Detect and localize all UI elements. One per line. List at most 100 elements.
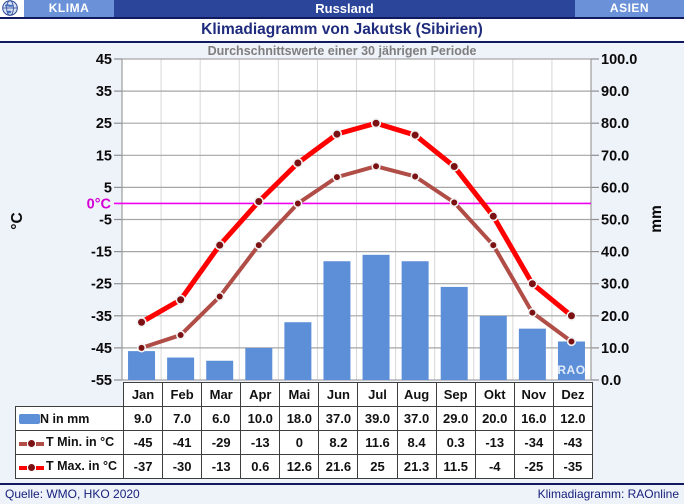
- data-marker: [488, 240, 498, 250]
- value-cell: 7.0: [162, 406, 203, 431]
- data-marker: [136, 343, 147, 353]
- value-cell: 12.6: [279, 454, 320, 479]
- footer-source: Quelle: WMO, HKO 2020: [5, 487, 140, 501]
- right-axis-tick: 40.0: [601, 245, 629, 261]
- value-cell: 9.0: [122, 406, 164, 431]
- nav-tab-klima[interactable]: KLIMA: [24, 0, 114, 17]
- right-axis-tick: 10.0: [601, 341, 629, 357]
- value-cell: 6.0: [201, 406, 242, 431]
- nav-tab-asien[interactable]: ASIEN: [575, 0, 684, 17]
- page-title: Klimadiagramm von Jakutsk (Sibirien): [0, 17, 684, 43]
- country-title-bar: Russland: [114, 0, 575, 17]
- month-header: Mai: [279, 382, 320, 407]
- value-cell: 37.0: [396, 406, 437, 431]
- value-cell: 8.2: [318, 430, 359, 455]
- precip-bar: [557, 341, 585, 380]
- data-marker: [175, 294, 186, 305]
- legend-cell: T Min. in °C: [15, 430, 124, 455]
- month-header: Nov: [513, 382, 554, 407]
- tmin-line: [139, 164, 574, 350]
- bar-swatch-icon: [19, 413, 40, 424]
- chart-subtitle: Durchschnittswerte einer 30 jährigen Per…: [207, 44, 477, 58]
- precip-bar: [167, 357, 195, 380]
- value-cell: -37: [122, 454, 164, 479]
- data-marker: [371, 161, 381, 171]
- data-marker: [136, 317, 147, 328]
- line-swatch-icon: [19, 436, 44, 450]
- data-marker: [527, 307, 537, 318]
- value-cell: 8.4: [396, 430, 437, 455]
- data-marker: [488, 211, 499, 222]
- month-header: Apr: [240, 382, 281, 407]
- month-header: Dez: [552, 382, 593, 407]
- month-header: Jun: [318, 382, 359, 407]
- footer-divider: [0, 483, 684, 485]
- left-axis-tick: -35: [91, 309, 112, 325]
- left-axis-tick: -25: [91, 277, 112, 293]
- precip-bar: [401, 261, 429, 380]
- right-axis-tick: 60.0: [601, 180, 629, 196]
- climate-data-table: Jan Feb Mar Apr Mai Jun Jul Aug Sep Okt Nov Dez N in…: [15, 382, 593, 479]
- month-header: Jul: [357, 382, 398, 407]
- data-marker: [293, 198, 303, 209]
- value-cell: 18.0: [279, 406, 320, 431]
- right-axis-tick: 80.0: [601, 116, 629, 132]
- precip-bar: [362, 254, 390, 380]
- value-cell: 11.6: [357, 430, 398, 455]
- right-axis-tick: 0.0: [601, 373, 621, 389]
- left-axis-tick: 15: [96, 148, 112, 164]
- value-cell: -4: [474, 454, 515, 479]
- data-marker: [253, 196, 264, 207]
- legend-cell: T Max. in °C: [15, 454, 124, 479]
- value-cell: 11.5: [435, 454, 476, 479]
- data-marker: [449, 197, 459, 208]
- zero-degree-label: 0°C: [87, 196, 112, 212]
- data-marker: [566, 336, 577, 347]
- data-marker: [254, 240, 264, 250]
- data-marker: [331, 129, 343, 140]
- value-cell: 20.0: [474, 406, 515, 431]
- data-marker: [410, 129, 421, 141]
- precip-bar: [323, 261, 351, 380]
- left-axis-tick: -5: [99, 213, 112, 229]
- precip-bar: [128, 351, 156, 380]
- month-header: Okt: [474, 382, 515, 407]
- value-cell: 16.0: [513, 406, 554, 431]
- value-cell: 25: [357, 454, 398, 479]
- month-header: Feb: [162, 382, 203, 407]
- precip-bar: [518, 328, 546, 380]
- value-cell: -41: [162, 430, 203, 455]
- left-axis-title: °C: [9, 212, 26, 229]
- month-header: Jan: [122, 382, 164, 407]
- left-axis-tick: -15: [91, 245, 112, 261]
- month-header: Aug: [396, 382, 437, 407]
- left-axis-tick: 5: [104, 180, 112, 196]
- value-cell: -45: [122, 430, 164, 455]
- line-swatch-icon: [19, 460, 44, 474]
- right-axis-tick: 20.0: [601, 309, 629, 325]
- right-axis-title: mm: [648, 205, 665, 233]
- data-marker: [292, 157, 303, 169]
- left-axis-tick: 25: [96, 116, 112, 132]
- precip-bar: [284, 322, 312, 380]
- top-nav-bar: KLIMA Russland ASIEN: [0, 0, 684, 17]
- value-cell: 0.6: [240, 454, 281, 479]
- precip-bar: [440, 286, 468, 380]
- value-cell: 0: [279, 430, 320, 455]
- value-cell: 37.0: [318, 406, 359, 431]
- data-marker: [370, 118, 382, 129]
- precip-bar: [479, 315, 507, 380]
- right-axis-tick: 30.0: [601, 277, 629, 293]
- value-cell: -13: [474, 430, 515, 455]
- right-axis-tick: 50.0: [601, 213, 629, 229]
- value-cell: -13: [240, 430, 281, 455]
- precip-bar: [206, 360, 234, 380]
- data-marker: [566, 310, 577, 321]
- globe-icon[interactable]: [2, 0, 18, 16]
- value-cell: 12.0: [552, 406, 593, 431]
- value-cell: 21.6: [318, 454, 359, 479]
- left-axis-tick: 35: [96, 84, 112, 100]
- value-cell: -13: [201, 454, 242, 479]
- right-axis-tick: 70.0: [601, 148, 629, 164]
